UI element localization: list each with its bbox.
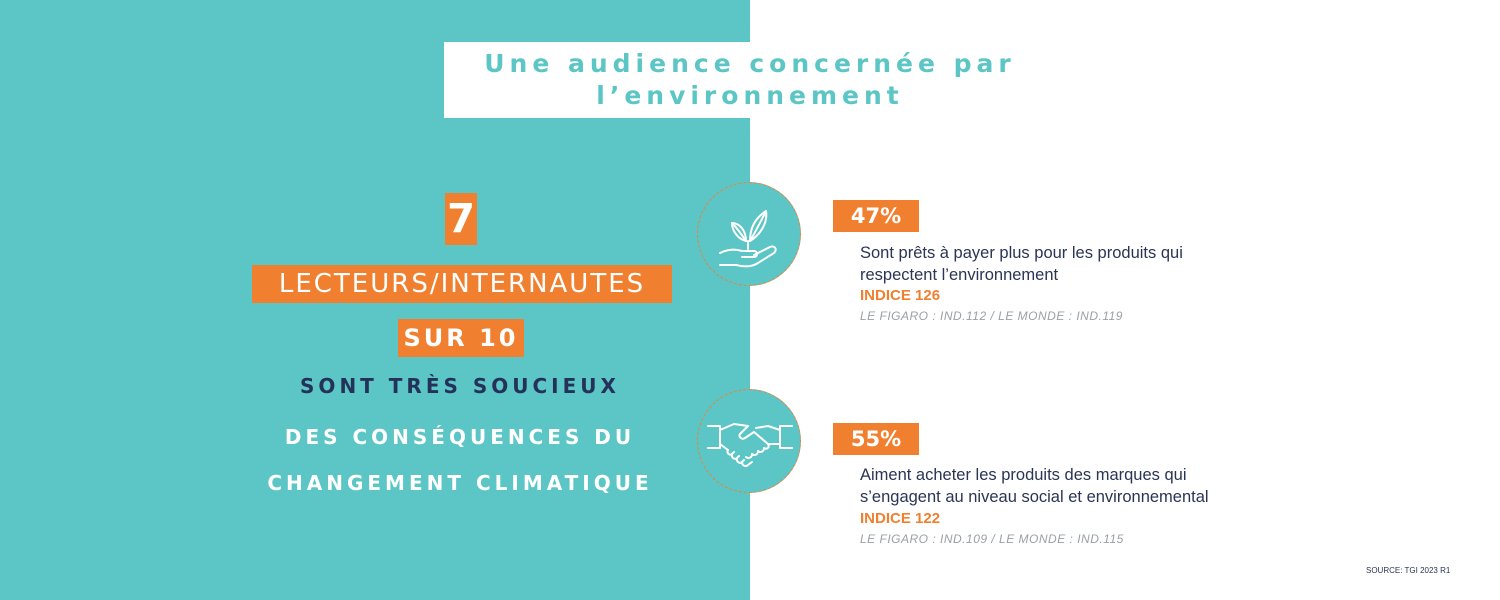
plant-in-hand-icon <box>697 182 801 286</box>
headline-readers: LECTEURS/INTERNAUTES <box>252 265 672 303</box>
title-box: Une audience concernée par l’environneme… <box>444 42 1056 118</box>
handshake-icon <box>697 389 801 493</box>
headline-line4: DES CONSÉQUENCES DU <box>284 425 636 449</box>
stat-description-2-line1: Aiment acheter les produits des marques … <box>860 466 1187 484</box>
stat-description-1: Sont prêts à payer plus pour les produit… <box>860 242 1183 286</box>
stat-comparison-1: LE FIGARO : IND.112 / LE MONDE : IND.119 <box>860 309 1123 323</box>
headline-line5: CHANGEMENT CLIMATIQUE <box>267 471 653 495</box>
page-title-line1: Une audience concernée par <box>484 49 1016 78</box>
headline-out-of: SUR 10 <box>398 319 524 357</box>
stat-description-2-line2: s’engagent au niveau social et environne… <box>860 488 1209 506</box>
stat-percent-1: 47% <box>833 200 919 232</box>
stat-description-1-line1: Sont prêts à payer plus pour les produit… <box>860 244 1183 262</box>
headline-line3: SONT TRÈS SOUCIEUX <box>300 374 620 398</box>
stat-percent-2: 55% <box>833 423 919 455</box>
stat-comparison-2: LE FIGARO : IND.109 / LE MONDE : IND.115 <box>860 532 1124 546</box>
source-note: SOURCE: TGI 2023 R1 <box>1366 566 1451 575</box>
page-title-line2: l’environnement <box>596 81 904 110</box>
headline-number: 7 <box>445 193 477 245</box>
stat-indice-2: INDICE 122 <box>860 510 941 527</box>
stat-description-1-line2: respectent l’environnement <box>860 266 1059 284</box>
stat-description-2: Aiment acheter les produits des marques … <box>860 464 1209 508</box>
stat-indice-1: INDICE 126 <box>860 287 941 304</box>
